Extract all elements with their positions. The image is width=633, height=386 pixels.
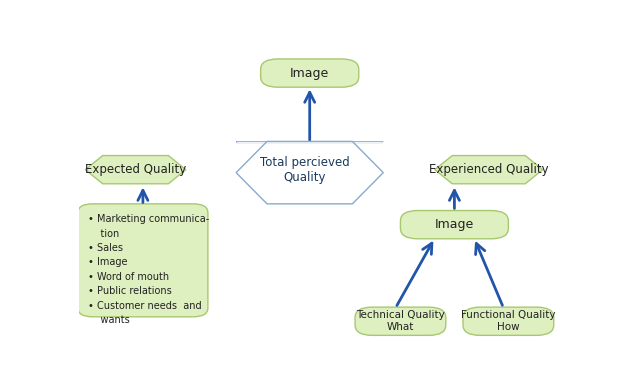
Polygon shape xyxy=(237,142,382,143)
Polygon shape xyxy=(237,142,382,143)
Polygon shape xyxy=(237,142,383,143)
Polygon shape xyxy=(237,142,383,143)
Polygon shape xyxy=(237,142,383,143)
Text: Image: Image xyxy=(435,218,474,231)
Polygon shape xyxy=(237,142,382,143)
Polygon shape xyxy=(237,142,382,143)
Polygon shape xyxy=(236,142,383,143)
Polygon shape xyxy=(237,142,383,143)
Polygon shape xyxy=(237,142,382,143)
Polygon shape xyxy=(237,142,383,143)
Polygon shape xyxy=(236,142,383,143)
Polygon shape xyxy=(237,142,382,143)
Text: Expected Quality: Expected Quality xyxy=(85,163,186,176)
Text: Image: Image xyxy=(290,66,329,80)
FancyBboxPatch shape xyxy=(355,307,446,335)
Polygon shape xyxy=(237,142,383,143)
Polygon shape xyxy=(237,142,383,143)
Polygon shape xyxy=(237,142,382,143)
Polygon shape xyxy=(237,142,383,143)
Polygon shape xyxy=(237,142,383,143)
Polygon shape xyxy=(237,142,383,143)
Polygon shape xyxy=(237,142,382,143)
Polygon shape xyxy=(237,142,383,143)
Polygon shape xyxy=(237,142,383,143)
Polygon shape xyxy=(237,142,383,143)
Polygon shape xyxy=(236,141,384,142)
Polygon shape xyxy=(237,142,383,143)
Polygon shape xyxy=(237,142,383,143)
Text: Functional Quality
How: Functional Quality How xyxy=(461,310,556,332)
Text: Total percieved
Quality: Total percieved Quality xyxy=(260,156,349,184)
Polygon shape xyxy=(237,142,382,144)
Polygon shape xyxy=(237,142,382,143)
Polygon shape xyxy=(237,142,382,144)
FancyBboxPatch shape xyxy=(463,307,554,335)
Polygon shape xyxy=(237,142,382,143)
Polygon shape xyxy=(236,142,383,143)
FancyBboxPatch shape xyxy=(401,210,508,239)
Polygon shape xyxy=(237,142,383,143)
Polygon shape xyxy=(236,141,383,142)
Polygon shape xyxy=(237,142,382,144)
Polygon shape xyxy=(237,142,382,143)
Polygon shape xyxy=(236,141,383,142)
Polygon shape xyxy=(237,142,382,143)
Polygon shape xyxy=(237,142,382,143)
Polygon shape xyxy=(237,142,382,143)
Polygon shape xyxy=(237,142,382,143)
Polygon shape xyxy=(236,142,383,143)
Polygon shape xyxy=(237,142,383,143)
FancyBboxPatch shape xyxy=(78,204,208,317)
Polygon shape xyxy=(237,142,382,144)
Polygon shape xyxy=(237,142,382,143)
Polygon shape xyxy=(236,142,383,143)
Polygon shape xyxy=(236,142,383,143)
Polygon shape xyxy=(237,142,382,144)
Polygon shape xyxy=(236,142,383,143)
Text: Experienced Quality: Experienced Quality xyxy=(429,163,549,176)
Polygon shape xyxy=(237,142,383,143)
Text: Technical Quality
What: Technical Quality What xyxy=(356,310,445,332)
FancyBboxPatch shape xyxy=(261,59,359,87)
Polygon shape xyxy=(236,142,383,143)
Polygon shape xyxy=(237,142,382,144)
Polygon shape xyxy=(85,156,186,184)
Polygon shape xyxy=(237,142,382,143)
Polygon shape xyxy=(435,156,542,184)
Text: • Marketing communica-
    tion
• Sales
• Image
• Word of mouth
• Public relatio: • Marketing communica- tion • Sales • Im… xyxy=(88,214,210,325)
Polygon shape xyxy=(236,142,383,143)
